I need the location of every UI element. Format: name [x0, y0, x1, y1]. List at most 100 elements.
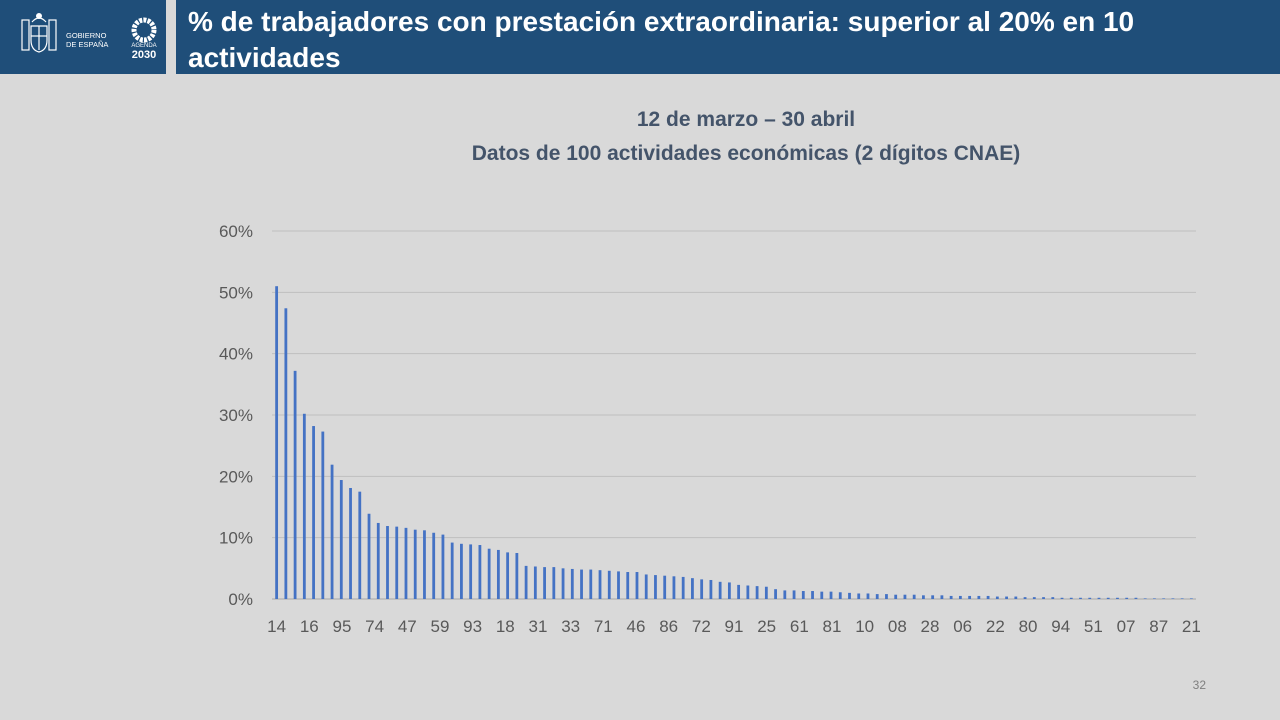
- x-tick-label: 07: [1117, 617, 1136, 636]
- bar: [312, 426, 315, 599]
- x-tick-label: 31: [529, 617, 548, 636]
- bar: [469, 544, 473, 599]
- x-tick-label: 16: [300, 617, 319, 636]
- bar: [986, 595, 990, 599]
- x-tick-label: 46: [627, 617, 646, 636]
- bar: [460, 543, 463, 599]
- page-number: 32: [1192, 678, 1206, 692]
- bar: [1051, 597, 1055, 599]
- bar: [1106, 597, 1110, 599]
- page-title: % de trabajadores con prestación extraor…: [188, 6, 1135, 73]
- bar: [302, 413, 306, 599]
- x-tick-label: 80: [1019, 617, 1038, 636]
- x-tick-label: 74: [365, 617, 384, 636]
- bar: [663, 575, 667, 599]
- bar: [737, 584, 741, 599]
- x-tick-label: 18: [496, 617, 515, 636]
- y-tick-label: 50%: [219, 283, 253, 302]
- y-tick-label: 10%: [219, 529, 253, 548]
- x-tick-label: 51: [1084, 617, 1103, 636]
- y-tick-label: 60%: [219, 222, 253, 241]
- bar: [755, 586, 759, 599]
- x-tick-label: 06: [953, 617, 972, 636]
- bar: [284, 308, 288, 599]
- bar: [395, 526, 399, 599]
- bar: [1171, 598, 1175, 599]
- bar: [958, 595, 962, 599]
- x-tick-label: 25: [757, 617, 776, 636]
- bar: [330, 464, 334, 599]
- bar: [995, 596, 999, 599]
- bar: [894, 594, 898, 599]
- bar: [506, 552, 510, 599]
- x-tick-label: 59: [431, 617, 450, 636]
- bar: [848, 592, 851, 599]
- bar: [478, 545, 482, 599]
- bar: [293, 370, 297, 599]
- bar: [598, 570, 602, 599]
- bar: [922, 595, 925, 599]
- bar: [376, 522, 380, 599]
- bar: [589, 569, 593, 599]
- government-name: GOBIERNO DE ESPAÑA: [66, 31, 109, 49]
- x-tick-label: 22: [986, 617, 1005, 636]
- bar: [432, 532, 436, 599]
- bar: [977, 595, 981, 599]
- bar: [1134, 597, 1138, 599]
- y-tick-label: 30%: [219, 406, 253, 425]
- bar: [1162, 598, 1166, 599]
- title-banner: % de trabajadores con prestación extraor…: [176, 0, 1280, 74]
- bar: [524, 565, 528, 599]
- chart-subtitle: Datos de 100 actividades económicas (2 d…: [471, 142, 1021, 165]
- bar: [561, 568, 565, 599]
- x-tick-label: 10: [855, 617, 874, 636]
- bar: [1097, 597, 1101, 599]
- chart-title: 12 de marzo – 30 abril: [636, 108, 856, 131]
- bar: [857, 593, 861, 599]
- bar: [931, 595, 935, 599]
- bar: [940, 595, 944, 599]
- bar: [413, 529, 417, 599]
- bar: [709, 579, 713, 599]
- bar: [386, 526, 389, 599]
- bar: [607, 570, 611, 599]
- bar: [746, 585, 750, 599]
- bar: [552, 567, 556, 599]
- bar: [1079, 597, 1082, 599]
- x-tick-label: 81: [823, 617, 842, 636]
- bar: [783, 590, 787, 599]
- bar: [450, 542, 454, 599]
- bar: [626, 572, 630, 599]
- bar: [515, 553, 519, 599]
- bar: [1032, 597, 1036, 599]
- bar: [838, 592, 842, 599]
- bar: [718, 581, 722, 599]
- government-logo: GOBIERNO DE ESPAÑA AGENDA 2030: [0, 0, 166, 74]
- bar: [487, 548, 491, 599]
- bar: [321, 431, 325, 599]
- bar: [727, 582, 731, 599]
- bar: [441, 534, 445, 599]
- bar: [580, 569, 583, 599]
- x-tick-label: 61: [790, 617, 809, 636]
- bar: [764, 586, 768, 599]
- bar: [275, 286, 279, 599]
- bar: [1023, 597, 1027, 599]
- agenda-2030-label: AGENDA 2030: [131, 43, 157, 61]
- bar: [367, 513, 371, 599]
- bar: [404, 527, 408, 599]
- bar: [774, 589, 777, 599]
- bar: [691, 578, 694, 599]
- bar: [672, 576, 676, 599]
- bar: [1180, 598, 1184, 599]
- bar: [875, 594, 879, 599]
- header: GOBIERNO DE ESPAÑA AGENDA 2030 % de trab…: [0, 0, 1280, 74]
- bar: [700, 579, 704, 599]
- bar: [801, 591, 805, 599]
- bar: [1005, 596, 1008, 599]
- bar: [792, 590, 796, 599]
- x-tick-label: 87: [1149, 617, 1168, 636]
- bar: [423, 530, 426, 599]
- bar: [912, 594, 916, 599]
